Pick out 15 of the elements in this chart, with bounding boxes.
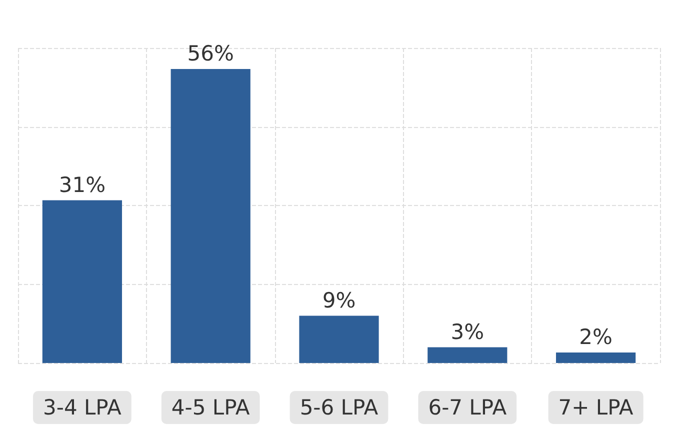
bar xyxy=(170,69,250,363)
x-tick-label: 6-7 LPA xyxy=(428,396,508,420)
data-label: 56% xyxy=(187,42,234,66)
data-label: 9% xyxy=(322,288,356,312)
data-label: 2% xyxy=(579,325,612,349)
x-tick-label: 4-5 LPA xyxy=(171,396,250,420)
x-tick-label: 3-4 LPA xyxy=(43,396,122,420)
bar xyxy=(42,200,122,363)
x-tick-label: 7+ LPA xyxy=(558,396,634,420)
bar xyxy=(556,352,636,363)
x-tick-label: 5-6 LPA xyxy=(300,396,379,420)
bar xyxy=(428,347,508,363)
data-label: 3% xyxy=(450,320,484,344)
bar xyxy=(299,316,379,363)
data-label: 31% xyxy=(58,172,106,197)
